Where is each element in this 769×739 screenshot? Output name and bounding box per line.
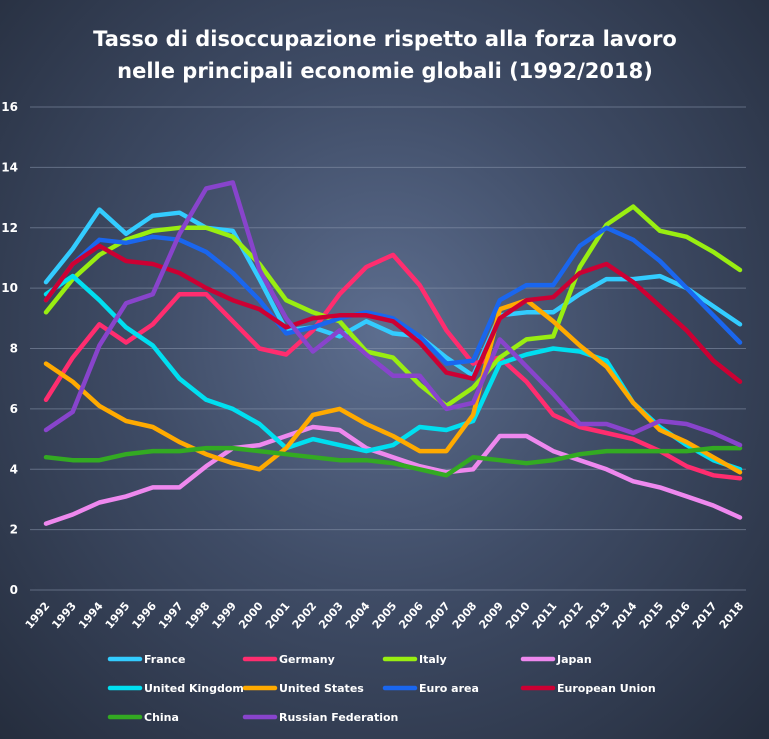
- x-tick-label: 2005: [370, 600, 400, 632]
- y-tick-label: 6: [10, 402, 18, 416]
- y-tick-label: 4: [10, 462, 18, 476]
- x-tick-label: 2016: [663, 599, 693, 631]
- x-tick-label: 2006: [396, 599, 426, 631]
- legend-label-germany: Germany: [279, 653, 335, 666]
- x-tick-label: 1995: [103, 600, 133, 632]
- legend-label-italy: Italy: [419, 653, 447, 666]
- x-tick-label: 2012: [557, 600, 587, 632]
- series-line-japan: [43, 424, 743, 526]
- y-tick-label: 0: [10, 583, 18, 597]
- x-tick-label: 1997: [156, 600, 186, 632]
- series-line-united-states: [43, 297, 743, 475]
- legend-label-russian-federation: Russian Federation: [279, 711, 398, 724]
- legend: France Germany Italy Japan United Kingdom Uni…: [107, 653, 656, 724]
- x-tick-label: 2001: [263, 600, 293, 632]
- y-tick-label: 8: [10, 342, 18, 356]
- y-tick-label: 16: [1, 100, 18, 114]
- x-tick-label: 1992: [23, 600, 53, 632]
- x-tick-label: 2003: [316, 600, 346, 632]
- series-lines: [43, 180, 743, 526]
- legend-label-euro-area: Euro area: [419, 682, 479, 695]
- series-line-italy: [43, 204, 743, 409]
- gridlines: [30, 106, 746, 591]
- x-tick-label: 2018: [717, 600, 747, 632]
- legend-label-european-union: European Union: [557, 682, 656, 695]
- series-line-germany: [43, 252, 743, 481]
- x-tick-label: 1999: [210, 600, 240, 632]
- series-line-russian-federation: [43, 180, 743, 448]
- x-tick-label: 2002: [290, 600, 320, 632]
- legend-label-united-states: United States: [279, 682, 364, 695]
- chart-title-line-2: nelle principali economie globali (1992/…: [117, 59, 653, 83]
- x-tick-label: 2008: [450, 600, 480, 632]
- series-line-european-union: [43, 243, 743, 384]
- y-tick-label: 14: [1, 160, 18, 174]
- series-line-france: [43, 207, 743, 378]
- x-axis-ticks: 1992199319941995199619971998199920002001…: [23, 599, 747, 631]
- x-tick-label: 2010: [503, 599, 533, 631]
- series-line-euro-area: [43, 225, 743, 366]
- x-tick-label: 1998: [183, 600, 213, 632]
- chart-title: Tasso di disoccupazione rispetto alla fo…: [93, 27, 677, 83]
- x-tick-label: 2013: [583, 600, 613, 632]
- legend-label-united-kingdom: United Kingdom: [144, 682, 244, 695]
- y-tick-label: 10: [1, 281, 18, 295]
- x-tick-label: 2004: [343, 599, 373, 631]
- chart-title-line-1: Tasso di disoccupazione rispetto alla fo…: [93, 27, 677, 51]
- y-tick-label: 12: [1, 221, 18, 235]
- legend-label-france: France: [144, 653, 185, 666]
- series-line-china: [43, 445, 743, 478]
- y-tick-label: 2: [10, 523, 18, 537]
- x-tick-label: 1993: [49, 600, 79, 632]
- x-tick-label: 1996: [129, 599, 159, 631]
- x-tick-label: 2014: [610, 599, 640, 631]
- x-tick-label: 2017: [690, 600, 720, 632]
- y-axis-ticks: 0 2 4 6 8 10 12 14 16: [1, 100, 18, 597]
- legend-label-japan: Japan: [556, 653, 592, 666]
- x-tick-label: 2007: [423, 600, 453, 632]
- x-tick-label: 1994: [76, 599, 106, 631]
- x-tick-label: 2000: [236, 599, 266, 631]
- x-tick-label: 2009: [476, 600, 506, 632]
- legend-label-china: China: [144, 711, 179, 724]
- x-tick-label: 2011: [530, 600, 560, 632]
- x-tick-label: 2015: [637, 600, 667, 632]
